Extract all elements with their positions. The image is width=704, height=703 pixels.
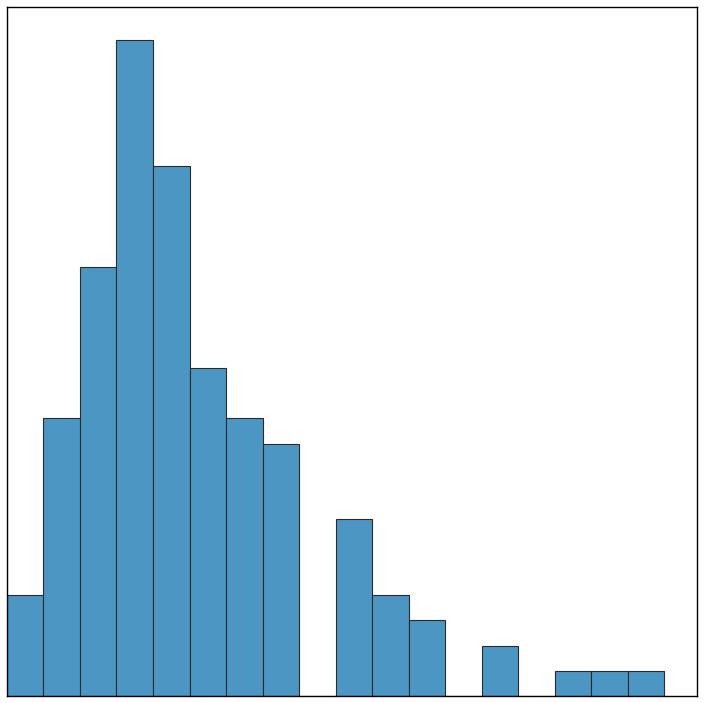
Bar <box>80 267 116 696</box>
Bar <box>226 418 263 696</box>
Bar <box>628 671 664 696</box>
Bar <box>263 444 299 696</box>
Bar <box>482 645 518 696</box>
Bar <box>555 671 591 696</box>
Bar <box>336 520 372 696</box>
Bar <box>44 418 80 696</box>
Bar <box>372 595 408 696</box>
Bar <box>116 40 153 696</box>
Bar <box>153 166 189 696</box>
Bar <box>7 595 44 696</box>
Bar <box>591 671 628 696</box>
Bar <box>189 368 226 696</box>
Bar <box>408 620 445 696</box>
